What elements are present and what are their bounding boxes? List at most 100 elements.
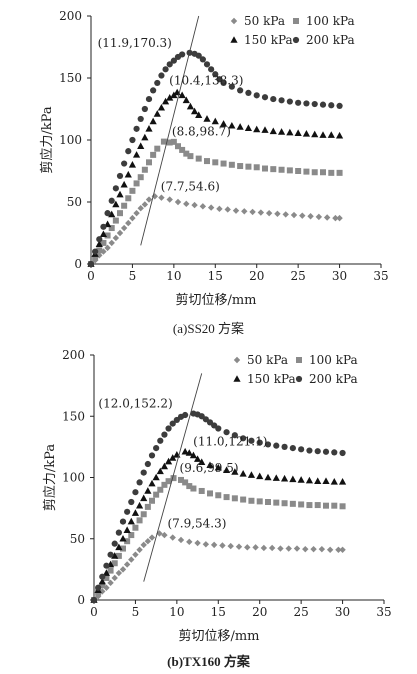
data-point bbox=[132, 551, 139, 558]
data-point bbox=[87, 260, 95, 268]
data-point bbox=[144, 538, 152, 545]
legend-item: 200 kPa bbox=[292, 33, 355, 47]
data-point bbox=[124, 508, 131, 515]
x-tick-label: 20 bbox=[252, 605, 267, 619]
data-point bbox=[335, 131, 344, 139]
data-point bbox=[338, 477, 347, 485]
data-point bbox=[112, 200, 120, 208]
data-point bbox=[228, 161, 235, 168]
data-point bbox=[310, 545, 317, 553]
data-point bbox=[103, 574, 110, 581]
data-point bbox=[286, 98, 293, 105]
data-point bbox=[207, 204, 215, 211]
data-point bbox=[311, 169, 318, 176]
legend-marker bbox=[296, 357, 302, 363]
data-point bbox=[141, 166, 148, 173]
data-point bbox=[253, 164, 260, 171]
data-point bbox=[131, 509, 140, 516]
data-point bbox=[148, 479, 156, 487]
legend-label: 100 kPa bbox=[309, 353, 358, 367]
data-point bbox=[141, 201, 149, 208]
legend-marker bbox=[292, 36, 300, 44]
data-point bbox=[260, 544, 268, 552]
data-point bbox=[132, 524, 139, 531]
data-point bbox=[265, 499, 271, 505]
data-point bbox=[194, 539, 201, 547]
data-point bbox=[112, 217, 119, 224]
data-point bbox=[328, 169, 335, 176]
data-point bbox=[182, 479, 189, 486]
data-point bbox=[261, 126, 269, 133]
data-point bbox=[129, 136, 136, 144]
data-point bbox=[189, 451, 198, 459]
data-point bbox=[305, 476, 314, 484]
data-point bbox=[224, 206, 231, 213]
data-point bbox=[178, 91, 186, 99]
legend-marker bbox=[230, 36, 238, 43]
data-point bbox=[148, 452, 156, 459]
data-point bbox=[297, 476, 305, 483]
data-point bbox=[277, 545, 284, 552]
data-point bbox=[228, 121, 236, 129]
x-tick-label: 0 bbox=[87, 269, 95, 283]
data-point bbox=[107, 579, 114, 587]
data-point bbox=[193, 455, 202, 462]
data-point bbox=[112, 185, 119, 192]
data-point bbox=[227, 542, 234, 550]
data-point bbox=[119, 534, 127, 542]
x-tick-label: 20 bbox=[249, 269, 264, 283]
data-point bbox=[186, 538, 193, 546]
data-point bbox=[245, 163, 252, 170]
data-point bbox=[181, 447, 189, 455]
data-point bbox=[146, 159, 152, 166]
caption-b: (b)TX160 方案 bbox=[167, 654, 250, 669]
data-point bbox=[328, 102, 335, 109]
data-point bbox=[128, 532, 135, 539]
data-point bbox=[295, 99, 302, 106]
data-point bbox=[96, 247, 103, 254]
data-point bbox=[186, 102, 195, 110]
y-axis-label: 剪应力/kPa bbox=[39, 106, 55, 173]
data-point bbox=[262, 165, 268, 172]
legend-marker bbox=[233, 356, 241, 364]
data-point bbox=[211, 117, 219, 125]
data-point bbox=[289, 475, 297, 483]
data-point bbox=[274, 210, 281, 217]
series-200-kpa bbox=[90, 410, 346, 604]
data-point bbox=[125, 219, 132, 227]
data-point bbox=[190, 107, 199, 115]
data-point bbox=[314, 477, 322, 484]
data-point bbox=[108, 225, 115, 232]
data-point bbox=[332, 214, 339, 222]
data-point bbox=[212, 159, 219, 166]
peak-annotation: (11.0,121.1) bbox=[193, 435, 267, 449]
data-point bbox=[256, 472, 264, 480]
legend-marker bbox=[230, 17, 238, 25]
data-point bbox=[256, 498, 263, 505]
data-point bbox=[175, 143, 181, 150]
data-point bbox=[99, 588, 106, 595]
data-point bbox=[124, 170, 132, 178]
data-point bbox=[203, 61, 211, 68]
data-point bbox=[179, 146, 186, 153]
data-point bbox=[198, 487, 205, 494]
data-point bbox=[150, 87, 157, 94]
data-point bbox=[182, 96, 190, 104]
data-point bbox=[264, 441, 272, 448]
data-point bbox=[141, 105, 148, 113]
series-50-kpa bbox=[87, 193, 343, 268]
data-point bbox=[285, 545, 292, 552]
data-point bbox=[92, 254, 99, 261]
data-point bbox=[293, 545, 301, 552]
data-point bbox=[320, 169, 326, 176]
data-point bbox=[265, 209, 273, 217]
data-point bbox=[330, 477, 338, 485]
data-point bbox=[244, 544, 251, 551]
data-point bbox=[128, 556, 135, 563]
data-point bbox=[103, 562, 110, 569]
data-point bbox=[128, 161, 137, 168]
data-point bbox=[160, 138, 167, 145]
data-point bbox=[182, 411, 189, 419]
data-point bbox=[295, 168, 302, 174]
data-point bbox=[132, 151, 141, 158]
